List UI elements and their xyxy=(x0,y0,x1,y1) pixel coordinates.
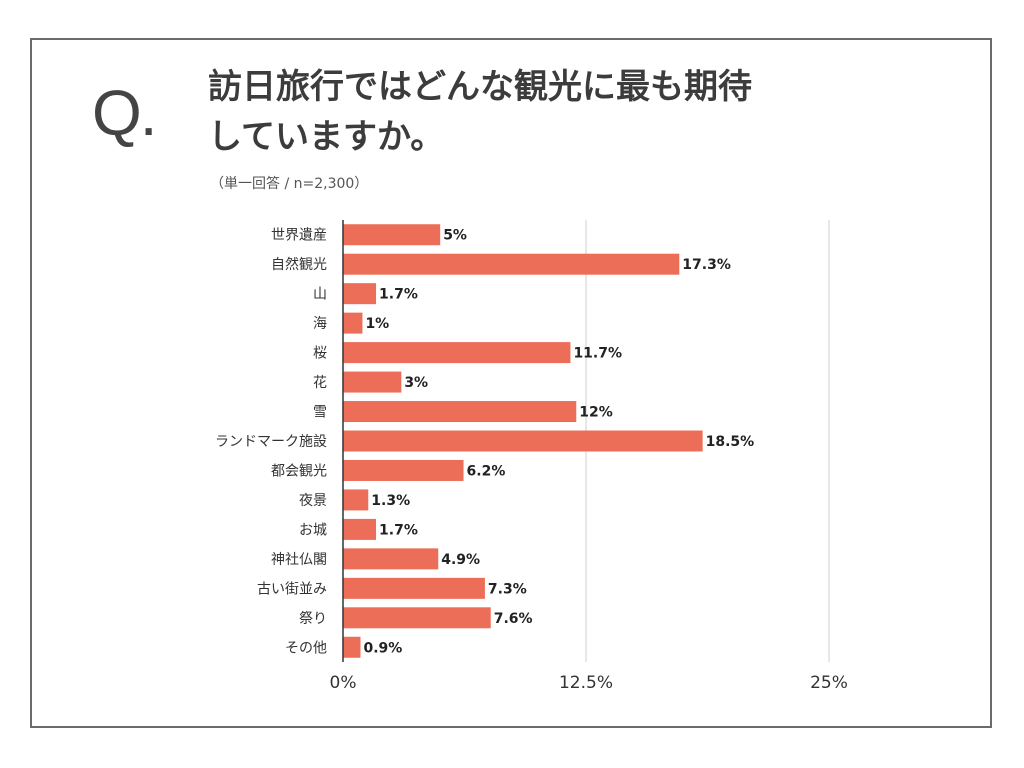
bar xyxy=(343,224,441,246)
data-label: 4.9% xyxy=(441,552,480,568)
category-label: 雪 xyxy=(313,405,327,421)
chart-title: 訪日旅行ではどんな観光に最も期待 していますか。 xyxy=(208,62,908,162)
bar xyxy=(343,283,377,305)
data-label: 3% xyxy=(404,375,428,391)
bar xyxy=(343,371,402,393)
category-label: 夜景 xyxy=(299,493,327,509)
x-tick-label: 12.5% xyxy=(559,673,613,693)
data-label: 0.9% xyxy=(363,640,402,656)
title-line-1: 訪日旅行ではどんな観光に最も期待 xyxy=(208,67,752,107)
data-label: 18.5% xyxy=(706,434,755,450)
category-label: ランドマーク施設 xyxy=(215,434,327,450)
data-label: 6.2% xyxy=(467,463,506,479)
category-label: 神社仏閣 xyxy=(271,552,327,568)
data-label: 1.7% xyxy=(379,287,418,303)
data-label: 1.3% xyxy=(371,493,410,509)
bar xyxy=(343,636,361,658)
bar xyxy=(343,577,485,599)
sample-note: （単一回答 / n=2,300） xyxy=(210,176,369,192)
data-label: 5% xyxy=(443,228,467,244)
data-label: 1.7% xyxy=(379,522,418,538)
title-line-2: していますか。 xyxy=(208,117,445,157)
bar xyxy=(343,489,369,511)
category-label: 古い街並み xyxy=(257,581,327,597)
data-label: 7.3% xyxy=(488,581,527,597)
data-label: 7.6% xyxy=(494,611,533,627)
data-label: 1% xyxy=(365,316,389,332)
category-label: 自然観光 xyxy=(271,256,327,273)
category-label: 世界遺産 xyxy=(271,228,327,244)
x-tick-label: 25% xyxy=(810,673,848,693)
x-tick-label: 0% xyxy=(330,673,357,693)
bar xyxy=(343,459,464,481)
category-label: 花 xyxy=(313,375,327,391)
data-label: 11.7% xyxy=(573,346,622,362)
chart-frame xyxy=(30,38,992,728)
bar xyxy=(343,518,377,540)
category-label: 桜 xyxy=(313,346,327,362)
category-label: お城 xyxy=(299,522,327,538)
category-label: その他 xyxy=(285,640,327,656)
bar xyxy=(343,430,703,452)
bar xyxy=(343,548,439,570)
question-mark: Q. xyxy=(92,77,158,149)
category-label: 海 xyxy=(313,316,327,332)
category-label: 山 xyxy=(313,287,327,303)
bar xyxy=(343,253,680,275)
data-label: 17.3% xyxy=(682,257,731,273)
category-label: 祭り xyxy=(299,611,327,627)
bar xyxy=(343,312,363,334)
data-label: 12% xyxy=(579,405,613,421)
bar xyxy=(343,607,491,629)
bar xyxy=(343,401,577,423)
bar xyxy=(343,342,571,364)
category-label: 都会観光 xyxy=(271,462,327,479)
